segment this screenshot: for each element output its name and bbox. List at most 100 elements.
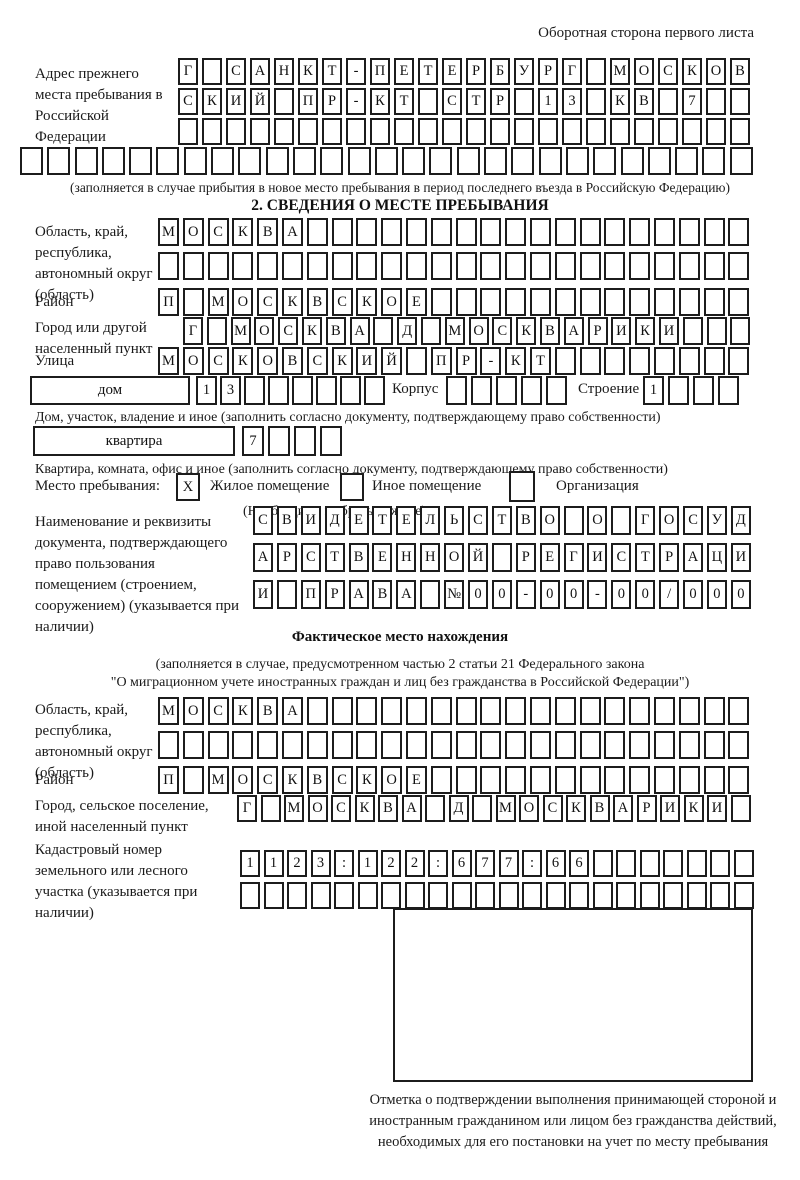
form-cell [322,118,342,145]
form-cell: Т [491,506,512,535]
form-cell [480,766,502,794]
form-cell: К [370,88,390,115]
form-cell: А [683,543,704,572]
form-cell: С [658,58,678,85]
form-cell: К [232,347,254,375]
form-cell [347,147,371,175]
form-cell [629,218,651,246]
form-cell: Г [562,58,582,85]
form-cell: М [610,58,630,85]
form-cell [579,252,601,280]
form-cell: Р [490,88,510,115]
form-cell: К [635,317,656,345]
form-cell: И [300,506,321,535]
form-cell: Н [396,543,417,572]
form-cell [455,766,477,794]
form-cell: В [306,288,328,316]
form-cell [663,850,683,877]
form-cell: Й [250,88,270,115]
form-cell [730,317,751,345]
form-cell [629,347,651,375]
form-cell [658,88,678,115]
form-cell [356,252,378,280]
form-cell: 1 [643,376,664,405]
form-cell: X [176,473,200,501]
form-cell: А [281,697,303,725]
form-cell [521,376,542,405]
form-cell [364,376,385,405]
form-cell: Г [183,317,203,345]
form-cell: М [495,795,516,822]
form-cell: 6 [569,850,589,877]
form-cell: Т [394,88,414,115]
form-cell [653,766,675,794]
city-label: Город или другой населенный пункт [35,320,153,357]
form-cell: В [281,347,303,375]
form-cell: 3 [310,850,331,877]
form-cell: Т [418,58,438,85]
form-cell: Б [490,58,510,85]
form-cell: Д [448,795,469,822]
form-cell [202,118,222,145]
prev-address-grid-row-4 [20,147,753,175]
form-cell: А [348,580,369,609]
form-cell: А [281,218,303,246]
form-cell: Т [322,58,342,85]
form-cell: М [207,766,229,794]
form-cell: У [706,506,727,535]
form-cell [232,731,254,759]
form-cell: М [230,317,251,345]
form-cell [706,317,727,345]
form-cell: В [378,795,398,822]
form-cell: В [634,88,654,115]
form-cell [579,731,601,759]
actual-location-note-line1: (заполняется в случае, предусмотренном ч… [155,657,645,672]
form-cell: В [325,317,346,345]
form-cell [728,766,750,794]
form-cell [538,147,562,175]
form-cell [710,850,730,877]
form-cell [728,218,750,246]
form-cell [306,731,328,759]
form-cell [610,118,630,145]
form-cell: 0 [539,580,560,609]
form-cell: 1 [196,376,217,405]
form-cell: В [276,506,297,535]
form-cell: И [356,347,378,375]
form-cell [728,288,750,316]
form-cell: К [232,697,254,725]
form-cell [728,731,750,759]
form-cell [554,288,576,316]
form-cell [653,252,675,280]
form-cell [405,347,427,375]
form-cell: О [307,795,328,822]
form-cell: Р [636,795,657,822]
form-cell [639,850,660,877]
form-cell [529,288,551,316]
form-cell [430,288,452,316]
form-cell [182,731,204,759]
form-cell: О [539,506,560,535]
prev-address-label: Адрес прежнего места пребывания в Россий… [35,66,163,145]
form-cell: Е [396,506,417,535]
form-cell: Д [397,317,418,345]
form-cell: Е [372,543,393,572]
form-cell [320,147,344,175]
form-cell [182,288,204,316]
form-cell [402,147,426,175]
form-cell: О [254,317,275,345]
form-cell: А [563,317,584,345]
form-cell [428,882,448,909]
form-cell [496,376,517,405]
form-cell: В [348,543,369,572]
form-cell [257,731,279,759]
form-cell: : [334,850,354,877]
form-cell [686,850,707,877]
form-cell: К [298,58,318,85]
form-cell: У [514,58,534,85]
form-cell: А [253,543,273,572]
form-cell: В [539,317,560,345]
form-cell [682,317,703,345]
form-cell: № [444,580,465,609]
form-cell: Г [178,58,198,85]
